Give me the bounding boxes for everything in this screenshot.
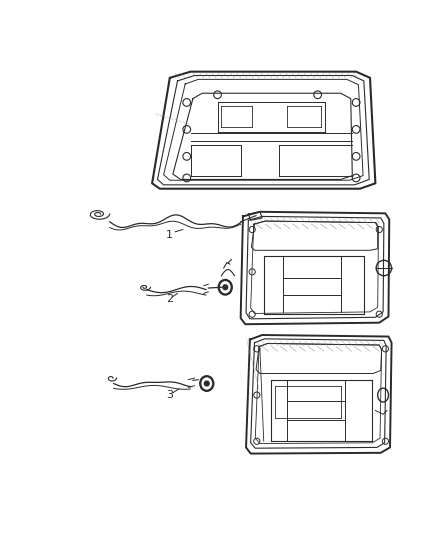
Ellipse shape: [218, 279, 233, 296]
Circle shape: [204, 381, 210, 386]
Ellipse shape: [199, 375, 215, 392]
Circle shape: [222, 284, 228, 290]
Text: 3: 3: [166, 390, 173, 400]
Ellipse shape: [220, 281, 231, 294]
Text: 2: 2: [166, 294, 173, 304]
Text: 1: 1: [166, 230, 173, 240]
Ellipse shape: [201, 377, 212, 390]
